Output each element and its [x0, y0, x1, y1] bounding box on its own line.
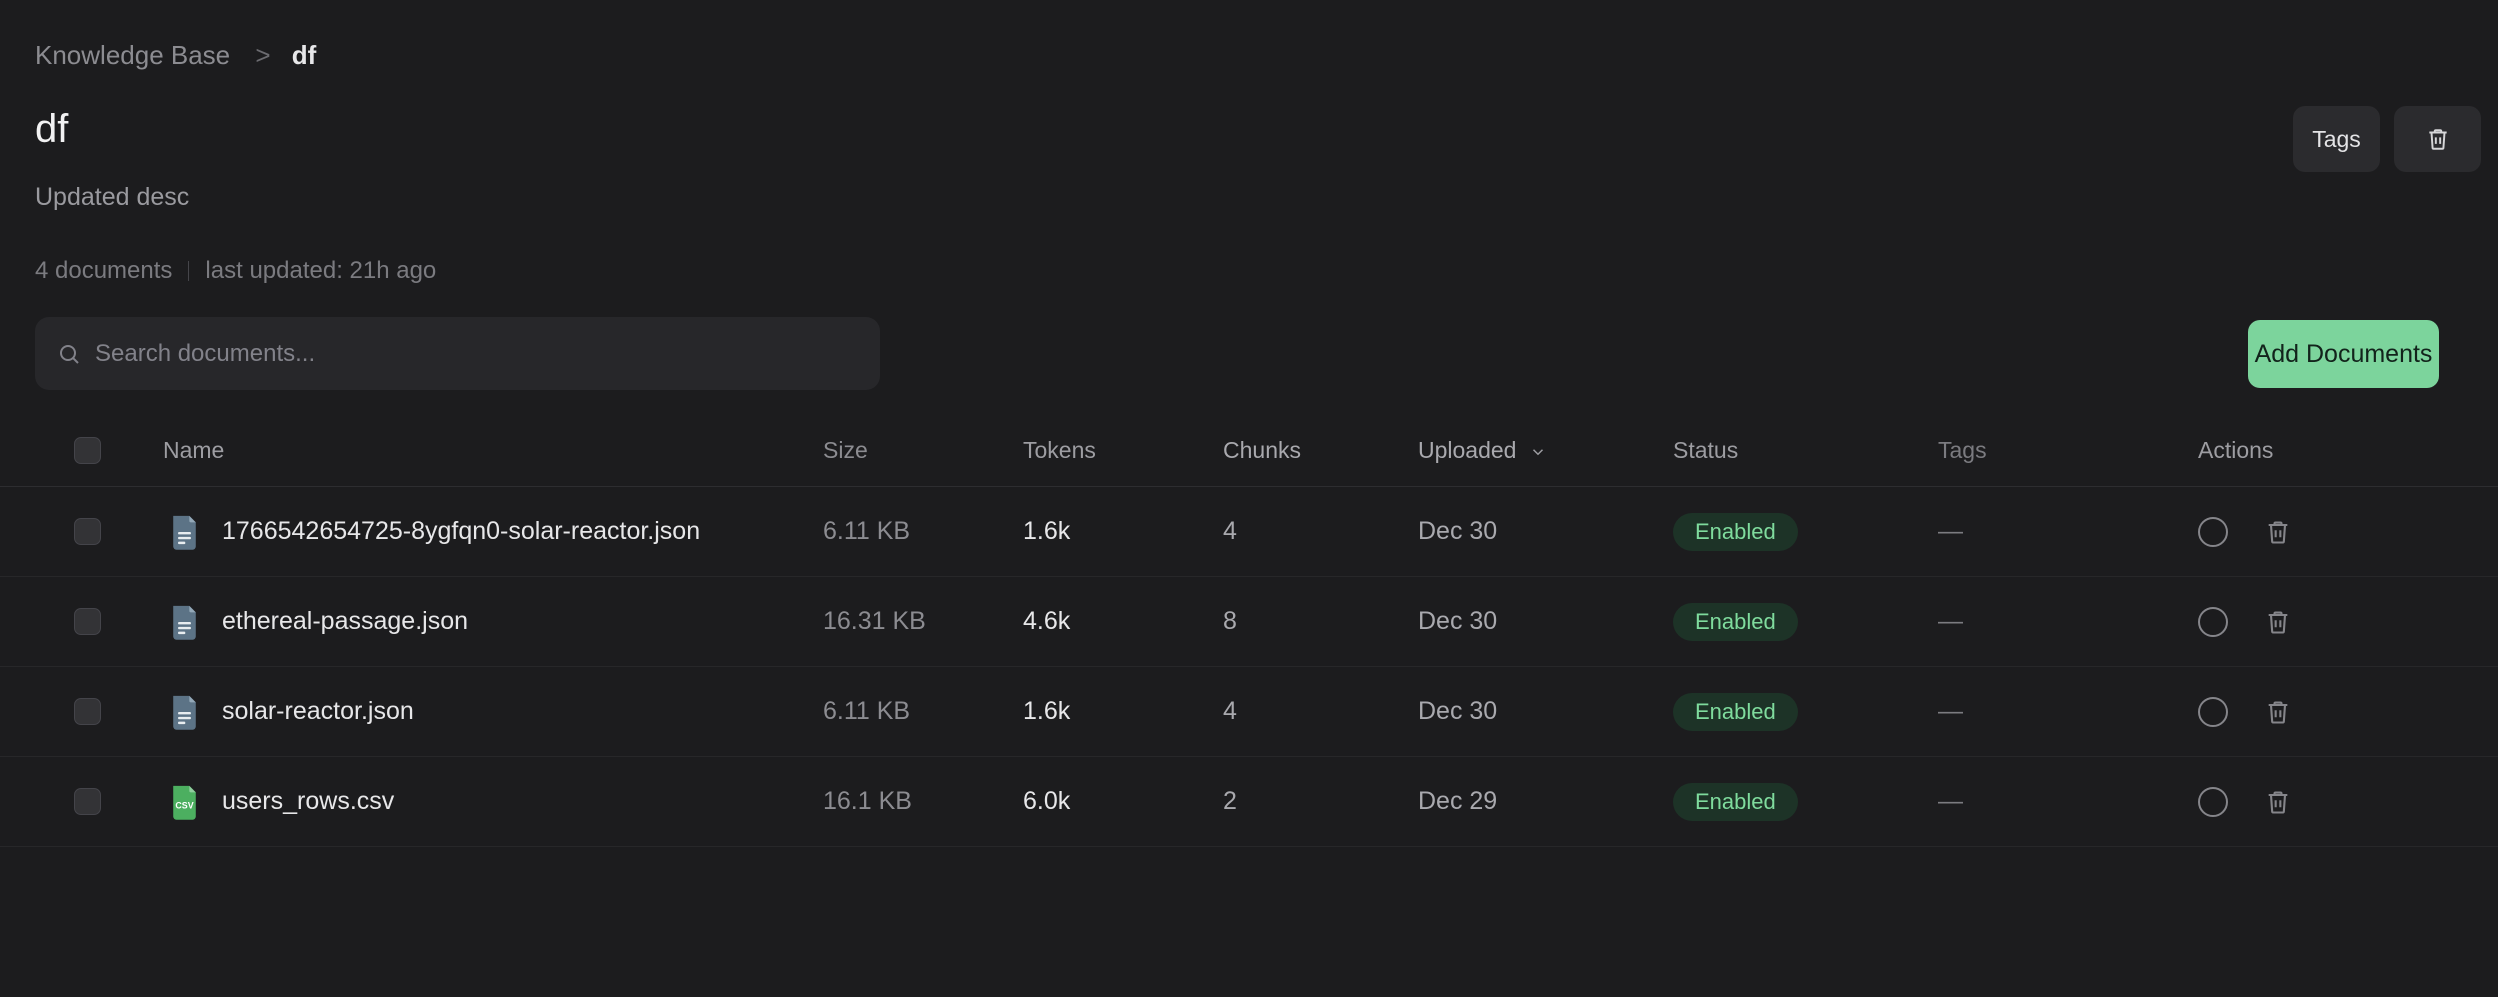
svg-text:CSV: CSV: [175, 800, 193, 810]
